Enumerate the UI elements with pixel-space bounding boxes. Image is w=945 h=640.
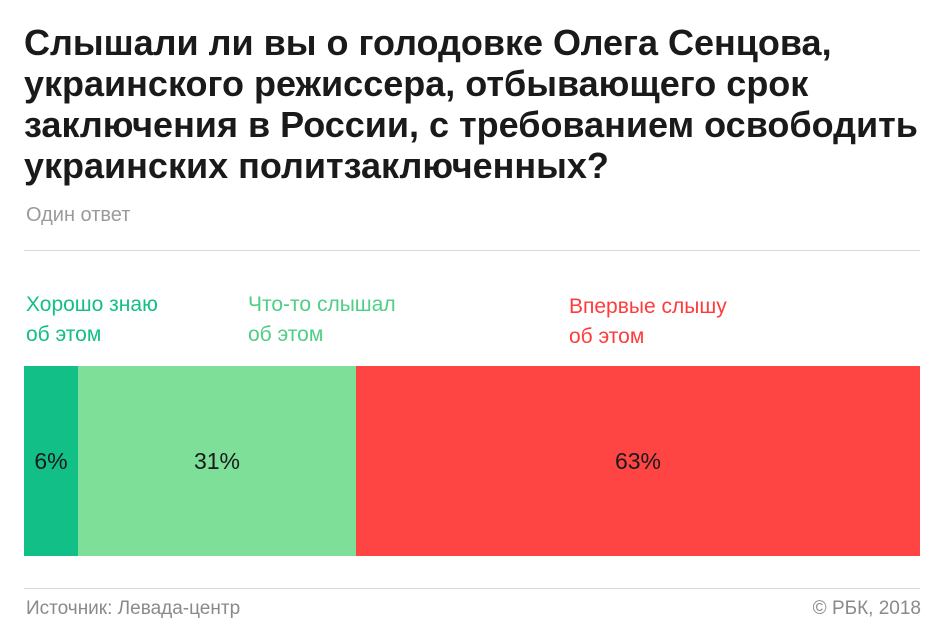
legend-label-2: Что-то слышал об этом <box>248 290 478 350</box>
top-divider <box>24 250 920 251</box>
legend-label-line: Впервые слышу <box>569 295 727 318</box>
legend-label-line: об этом <box>569 325 645 348</box>
bar-segment-2 <box>78 366 356 556</box>
stacked-bar: 6% 31% 63% <box>24 366 920 556</box>
legend-label-line: Что-то слышал <box>248 293 396 316</box>
value-label-3: 63% <box>614 447 662 474</box>
legend-label-line: Хорошо знаю <box>26 293 158 316</box>
source-note: Источник: Левада-центр <box>26 598 241 619</box>
bar-segment-1 <box>24 366 78 556</box>
value-label-2: 31% <box>193 447 241 474</box>
legend-label-line: об этом <box>248 323 324 346</box>
bottom-divider <box>24 588 920 589</box>
value-label-1: 6% <box>34 447 68 474</box>
copyright-note: © РБК, 2018 <box>812 598 921 619</box>
legend-label-3: Впервые слышу об этом <box>569 292 799 352</box>
legend-label-line: об этом <box>26 323 102 346</box>
legend-label-1: Хорошо знаю об этом <box>26 290 256 350</box>
chart-title: Слышали ли вы о голодовке Олега Сенцова,… <box>24 22 918 186</box>
chart-subtitle: Один ответ <box>26 204 131 226</box>
bar-segment-3 <box>356 366 920 556</box>
